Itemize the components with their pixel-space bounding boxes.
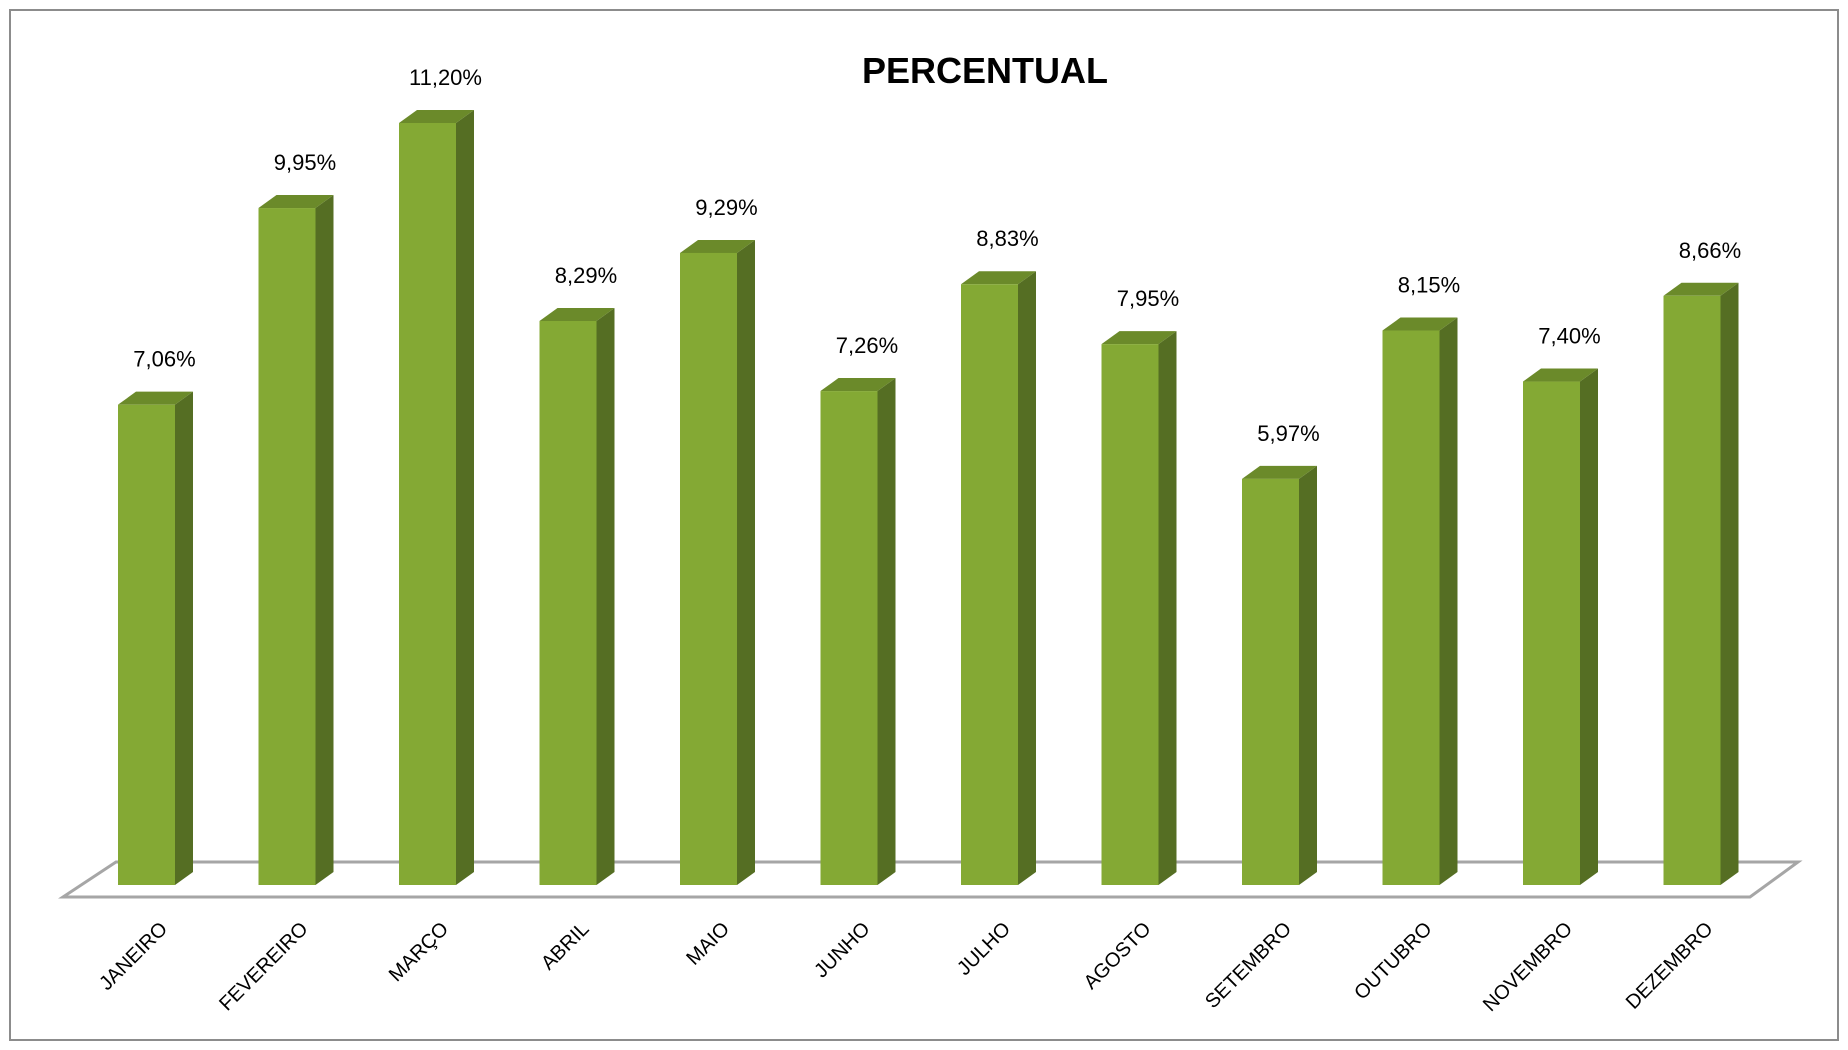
data-label: 5,97% <box>1257 421 1319 446</box>
bar-top-face <box>820 378 896 392</box>
bar-side-face <box>1580 368 1598 885</box>
bar-junho <box>820 378 896 885</box>
x-tick-label: FEVEREIRO <box>215 918 312 1015</box>
bar-side-face <box>1018 271 1036 885</box>
data-label: 8,29% <box>555 263 617 288</box>
bar-front-face <box>1101 344 1159 885</box>
bar-side-face <box>877 378 896 885</box>
data-label: 9,95% <box>274 150 336 175</box>
bar-front-face <box>1523 381 1580 885</box>
bar-maio <box>680 239 755 885</box>
bar-top-face <box>680 239 755 253</box>
data-label: 7,95% <box>1117 286 1179 311</box>
bar-abril <box>539 307 615 886</box>
bar-front-face <box>1242 478 1299 885</box>
data-label: 8,66% <box>1679 238 1741 263</box>
bar-top-face <box>1663 282 1739 296</box>
data-label: 7,40% <box>1538 324 1600 349</box>
bar-side-face <box>456 110 474 885</box>
x-tick-label: MAIO <box>682 918 734 970</box>
bar-front-face <box>258 208 316 885</box>
chart-title: PERCENTUAL <box>862 50 1108 91</box>
x-tick-label: OUTUBRO <box>1350 918 1436 1004</box>
x-tick-label: SETEMBRO <box>1201 918 1296 1013</box>
x-tick-label: DEZEMBRO <box>1622 918 1718 1014</box>
data-label: 7,26% <box>836 333 898 358</box>
x-tick-label: NOVEMBRO <box>1479 918 1577 1016</box>
data-label: 7,06% <box>133 347 195 372</box>
bar-front-face <box>961 284 1018 885</box>
bar-front-face <box>399 123 456 885</box>
bar-front-face <box>118 404 175 885</box>
x-tick-label: AGOSTO <box>1080 918 1156 994</box>
x-tick-label: ABRIL <box>537 918 593 974</box>
data-label: 8,15% <box>1398 273 1460 298</box>
bar-side-face <box>175 391 193 885</box>
bar-outubro <box>1382 317 1458 886</box>
x-tick-label: JANEIRO <box>95 918 172 995</box>
bar-julho <box>961 271 1036 885</box>
bar-front-face <box>820 391 878 885</box>
bar-dezembro <box>1663 282 1739 886</box>
bar-janeiro <box>118 391 193 885</box>
bar-março <box>399 110 474 885</box>
x-tick-label: MARÇO <box>385 918 453 986</box>
bar-top-face <box>399 110 474 123</box>
bar-side-face <box>1439 317 1458 886</box>
bar-front-face <box>1382 330 1440 886</box>
bar-side-face <box>737 239 755 885</box>
data-label: 8,83% <box>976 226 1038 251</box>
bar-side-face <box>596 307 615 886</box>
bar-top-face <box>258 195 334 209</box>
bars-group <box>118 110 1739 886</box>
bar-top-face <box>1523 368 1598 382</box>
bar-agosto <box>1101 331 1177 885</box>
bar-top-face <box>1242 465 1317 479</box>
bar-top-face <box>1382 317 1458 331</box>
data-labels-group: 7,06% 9,95% 11,20% 8,29% 9,29% 7,26% 8,83% 7,95… <box>133 65 1741 446</box>
x-tick-label: JULHO <box>953 918 1015 980</box>
bar-top-face <box>961 271 1036 285</box>
chart-floor <box>58 860 1803 899</box>
bar-side-face <box>1299 465 1317 885</box>
bar-novembro <box>1523 368 1598 885</box>
bar-top-face <box>1101 331 1177 345</box>
bar-fevereiro <box>258 195 334 885</box>
bar-top-face <box>118 391 193 405</box>
bar-side-face <box>1720 282 1739 886</box>
bar-side-face <box>315 195 334 885</box>
bar-front-face <box>539 320 597 886</box>
bar-side-face <box>1158 331 1177 885</box>
bar-front-face <box>1663 295 1721 886</box>
x-axis-tick-labels: JANEIRO FEVEREIRO MARÇO ABRIL MAIO JUNHO JULHO… <box>95 918 1717 1016</box>
x-tick-label: JUNHO <box>810 918 874 982</box>
bar-setembro <box>1242 465 1317 885</box>
data-label: 9,29% <box>695 195 757 220</box>
floor-plane <box>58 860 1803 899</box>
bar-front-face <box>680 252 737 885</box>
data-label: 11,20% <box>409 65 482 90</box>
bar-top-face <box>539 307 615 321</box>
